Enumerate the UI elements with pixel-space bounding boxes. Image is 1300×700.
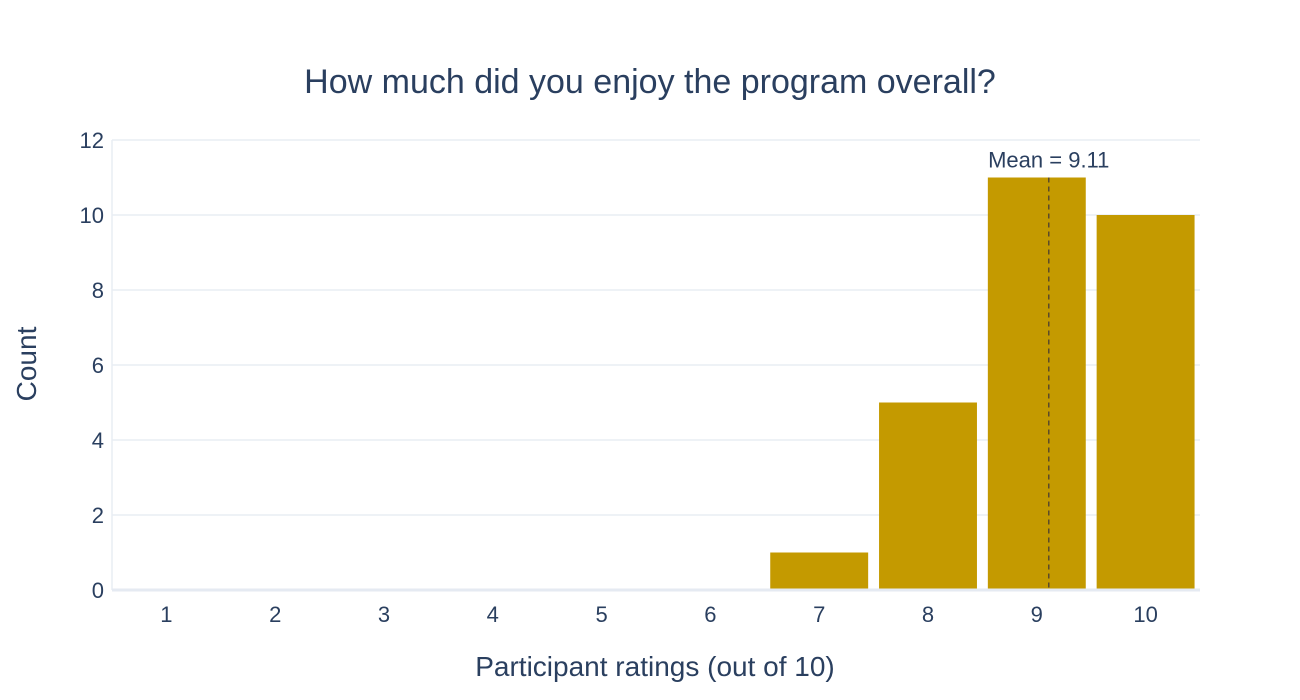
bar-8 [879,402,977,590]
x-tick-label: 10 [1133,602,1157,627]
x-tick-label: 3 [378,602,390,627]
x-tick-labels: 1 2 3 4 5 6 7 8 9 10 [160,602,1158,627]
y-tick-label: 8 [92,278,104,303]
y-tick-label: 10 [80,203,104,228]
x-tick-label: 8 [922,602,934,627]
y-tick-labels: 0 2 4 6 8 10 12 [80,128,104,603]
y-tick-label: 4 [92,428,104,453]
y-tick-label: 6 [92,353,104,378]
bar-9 [987,177,1086,590]
bars [770,177,1195,590]
y-tick-label: 0 [92,578,104,603]
x-tick-label: 9 [1031,602,1043,627]
x-tick-label: 2 [269,602,281,627]
y-axis-title: Count [11,326,42,401]
x-tick-label: 5 [595,602,607,627]
x-tick-label: 7 [813,602,825,627]
y-tick-label: 2 [92,503,104,528]
x-axis-title: Participant ratings (out of 10) [475,651,835,682]
x-tick-label: 6 [704,602,716,627]
chart-title: How much did you enjoy the program overa… [304,63,996,101]
mean-annotation: Mean = 9.11 [988,148,1109,173]
bar-7 [770,552,869,590]
y-tick-label: 12 [80,128,104,153]
x-tick-label: 1 [160,602,172,627]
bar-10 [1096,215,1195,590]
x-tick-label: 4 [487,602,499,627]
